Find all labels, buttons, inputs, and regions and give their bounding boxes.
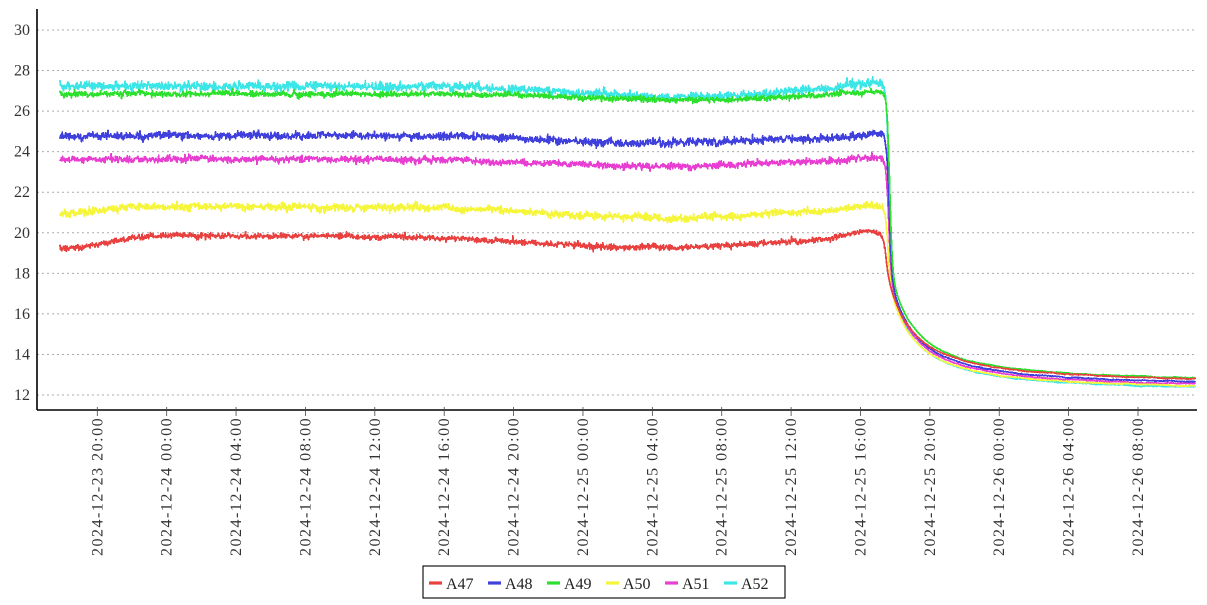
svg-text:2024-12-26 08:00: 2024-12-26 08:00 — [1130, 417, 1147, 556]
svg-text:2024-12-24 12:00: 2024-12-24 12:00 — [367, 417, 384, 556]
svg-text:2024-12-24 04:00: 2024-12-24 04:00 — [228, 417, 245, 556]
svg-text:A49: A49 — [564, 576, 592, 593]
svg-text:2024-12-25 08:00: 2024-12-25 08:00 — [714, 417, 731, 556]
svg-text:A48: A48 — [505, 576, 533, 593]
svg-text:18: 18 — [14, 265, 30, 282]
svg-text:2024-12-24 16:00: 2024-12-24 16:00 — [436, 417, 453, 556]
svg-text:A47: A47 — [446, 576, 474, 593]
svg-text:12: 12 — [14, 387, 30, 404]
svg-text:A52: A52 — [741, 576, 769, 593]
svg-text:2024-12-24 00:00: 2024-12-24 00:00 — [159, 417, 176, 556]
svg-text:16: 16 — [14, 306, 30, 323]
svg-text:2024-12-25 04:00: 2024-12-25 04:00 — [644, 417, 661, 556]
svg-text:2024-12-26 04:00: 2024-12-26 04:00 — [1061, 417, 1078, 556]
svg-text:22: 22 — [14, 184, 30, 201]
svg-text:28: 28 — [14, 63, 30, 80]
svg-text:2024-12-25 20:00: 2024-12-25 20:00 — [922, 417, 939, 556]
svg-text:2024-12-25 00:00: 2024-12-25 00:00 — [575, 417, 592, 556]
svg-text:20: 20 — [14, 225, 30, 242]
svg-text:A50: A50 — [623, 576, 651, 593]
svg-text:24: 24 — [14, 144, 30, 161]
svg-text:26: 26 — [14, 103, 30, 120]
svg-text:2024-12-25 12:00: 2024-12-25 12:00 — [783, 417, 800, 556]
svg-text:2024-12-26 00:00: 2024-12-26 00:00 — [991, 417, 1008, 556]
svg-text:2024-12-24 20:00: 2024-12-24 20:00 — [506, 417, 523, 556]
svg-text:2024-12-25 16:00: 2024-12-25 16:00 — [852, 417, 869, 556]
svg-text:A51: A51 — [682, 576, 710, 593]
svg-text:2024-12-23 20:00: 2024-12-23 20:00 — [89, 417, 106, 556]
svg-text:30: 30 — [14, 22, 30, 39]
svg-text:14: 14 — [14, 346, 30, 363]
svg-text:2024-12-24 08:00: 2024-12-24 08:00 — [297, 417, 314, 556]
